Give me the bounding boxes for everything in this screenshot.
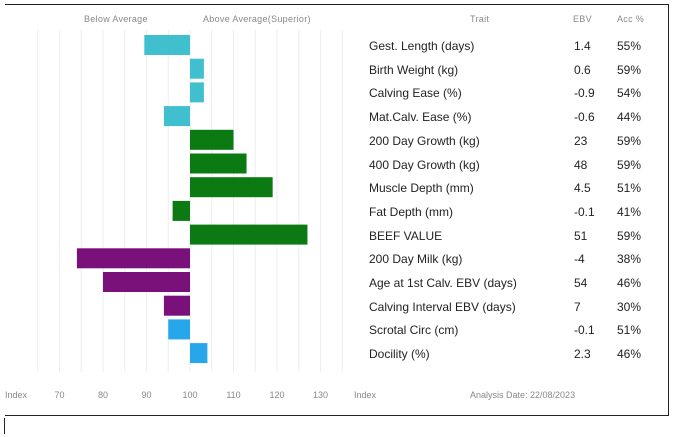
trait-label: Mat.Calv. Ease (%) (369, 110, 472, 125)
x-tick-label: 130 (312, 390, 329, 400)
ebv-value: -4 (574, 252, 585, 267)
header-below-average: Below Average (84, 14, 148, 24)
accuracy-value: 41% (617, 204, 642, 219)
accuracy-value: 46% (617, 347, 642, 362)
bar (190, 177, 273, 198)
ebv-value: -0.1 (574, 323, 595, 338)
bar (190, 224, 308, 245)
trait-label: Scrotal Circ (cm) (369, 323, 459, 338)
ebv-value: -0.1 (574, 204, 595, 219)
trait-label: Fat Depth (mm) (369, 204, 454, 219)
bar (163, 106, 190, 127)
x-tick-label: 100 (182, 390, 198, 400)
trait-label: Age at 1st Calv. EBV (days) (369, 276, 517, 290)
bar (190, 343, 208, 364)
header-acc: Acc % (617, 14, 645, 24)
bar (190, 58, 204, 79)
accuracy-value: 55% (617, 39, 642, 53)
accuracy-value: 59% (617, 133, 642, 148)
trait-label: 400 Day Growth (kg) (369, 157, 480, 172)
trait-label: Gest. Length (days) (369, 39, 475, 53)
chart-frame (5, 4, 669, 416)
analysis-date: Analysis Date: 22/08/2023 (470, 390, 576, 400)
trait-label: BEEF VALUE (369, 228, 443, 243)
accuracy-value: 54% (617, 86, 642, 101)
trait-label: 200 Day Milk (kg) (369, 252, 463, 267)
accuracy-value: 30% (617, 299, 642, 314)
trait-label: Docility (%) (369, 347, 430, 362)
accuracy-value: 51% (617, 181, 642, 196)
header-above-average: Above Average(Superior) (203, 14, 311, 24)
accuracy-value: 44% (617, 110, 642, 125)
corner-tick (4, 418, 5, 434)
trait-label: Birth Weight (kg) (369, 62, 459, 77)
trait-label: Calving Ease (%) (369, 86, 462, 101)
header-ebv: EBV (573, 14, 592, 24)
bar (163, 295, 190, 316)
ebv-value: 2.3 (574, 347, 591, 362)
ebv-value: 48 (574, 157, 588, 172)
axis-label-index-left: Index (5, 390, 28, 400)
trait-label: 200 Day Growth (kg) (369, 133, 480, 148)
trait-label: Calving Interval EBV (days) (369, 299, 516, 314)
accuracy-value: 59% (617, 62, 642, 77)
header-trait: Trait (470, 14, 490, 24)
accuracy-value: 59% (617, 157, 642, 172)
accuracy-value: 46% (617, 276, 642, 290)
accuracy-value: 38% (617, 252, 642, 267)
x-tick-label: 120 (269, 390, 285, 400)
x-tick-label: 90 (141, 390, 152, 400)
ebv-value: -0.6 (574, 110, 595, 125)
x-tick-label: 110 (226, 390, 241, 400)
axis-label-index-right: Index (354, 390, 377, 400)
x-tick-label: 80 (97, 390, 109, 400)
bar (172, 200, 190, 221)
ebv-value: 4.5 (574, 181, 591, 196)
bar (190, 129, 234, 150)
ebv-value: 1.4 (574, 39, 591, 53)
ebv-value: 0.6 (574, 62, 591, 77)
ebv-value: 51 (574, 228, 588, 243)
ebv-value: 54 (574, 276, 588, 290)
bar (190, 82, 204, 103)
accuracy-value: 51% (617, 323, 642, 338)
ebv-value: -0.9 (574, 86, 595, 101)
bar (190, 153, 247, 174)
ebv-value: 7 (574, 299, 581, 314)
accuracy-value: 59% (617, 228, 642, 243)
bar (144, 35, 190, 55)
trait-label: Muscle Depth (mm) (369, 181, 474, 196)
ebv-value: 23 (574, 133, 588, 148)
x-tick-label: 70 (54, 390, 65, 400)
bar (103, 272, 190, 292)
bar (168, 319, 190, 340)
bar (76, 248, 190, 269)
